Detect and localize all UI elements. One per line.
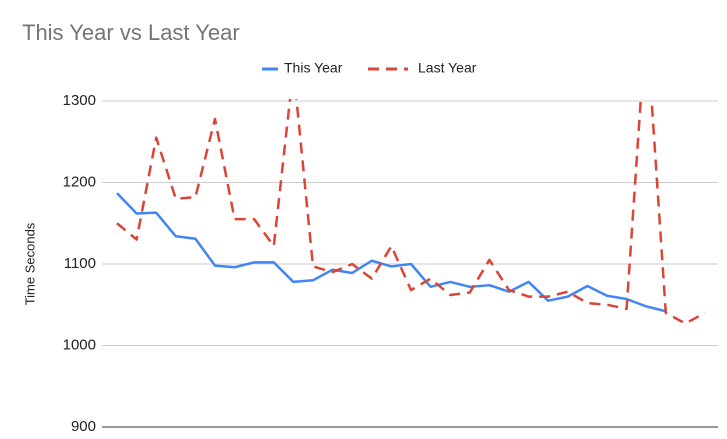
series-line [116, 192, 667, 313]
legend-label: Last Year [418, 60, 477, 76]
y-tick-label: 1300 [63, 92, 96, 109]
chart-title: This Year vs Last Year [22, 20, 240, 45]
plot-area [116, 99, 706, 325]
legend: This Year Last Year [262, 60, 477, 76]
y-tick-label: 1100 [64, 255, 96, 272]
y-tick-label: 1200 [63, 173, 96, 190]
series-line [116, 99, 706, 325]
y-axis-title: Time Seconds [22, 222, 37, 305]
grid: 900 1000 1100 1200 1300 [63, 92, 718, 435]
y-tick-label: 900 [71, 418, 96, 435]
legend-label: This Year [284, 60, 343, 76]
y-tick-label: 1000 [63, 336, 96, 353]
